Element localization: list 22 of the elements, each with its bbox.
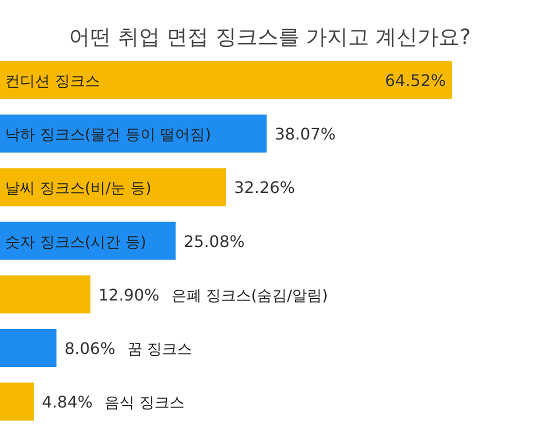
bar xyxy=(0,168,226,206)
y-tick-label: 숫자 징크스(시간 등) xyxy=(5,232,146,251)
data-label: 25.08% xyxy=(184,232,245,251)
data-label: 32.26% xyxy=(234,178,296,198)
y-tick-label: 날씨 징크스(비/눈 등) xyxy=(5,179,152,198)
y-tick-label: 음식 징크스 xyxy=(104,394,185,412)
bar xyxy=(0,114,267,153)
chart-title: 어떤 취업 면접 징크스를 가지고 계신가요? xyxy=(69,25,471,49)
bar xyxy=(0,61,452,99)
bar xyxy=(0,275,90,314)
data-label: 38.07% xyxy=(274,124,336,144)
y-tick-label: 낙하 징크스(물건 등이 떨어짐) xyxy=(5,126,212,144)
data-label: 64.52% xyxy=(384,71,446,90)
y-tick-label: 꿈 징크스 xyxy=(127,340,192,358)
data-label: 8.06% xyxy=(64,339,116,358)
bar xyxy=(0,329,56,367)
y-tick-label: 컨디션 징크스 xyxy=(5,72,100,90)
bar xyxy=(0,222,176,260)
data-label: 12.90% xyxy=(98,285,160,304)
y-tick-label: 은폐 징크스(숨김/알림) xyxy=(171,286,328,304)
data-label: 4.84% xyxy=(42,392,93,412)
bar xyxy=(0,382,34,421)
